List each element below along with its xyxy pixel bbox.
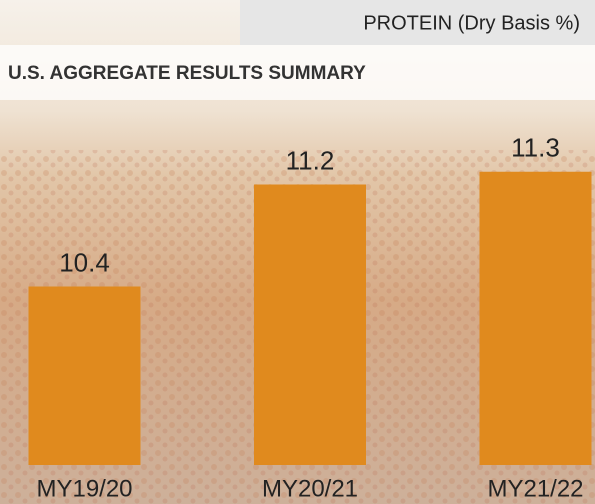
value-label: 11.3: [511, 133, 560, 163]
x-tick-label: MY20/21: [262, 475, 358, 502]
bar: [29, 287, 141, 466]
chart-subtitle: U.S. AGGREGATE RESULTS SUMMARY: [8, 63, 366, 84]
bar: [480, 172, 592, 465]
chart: PROTEIN (Dry Basis %) U.S. AGGREGATE RES…: [0, 0, 595, 504]
x-tick-label: MY19/20: [36, 475, 132, 502]
chart-title: PROTEIN (Dry Basis %): [363, 12, 580, 34]
x-tick-label: MY21/22: [487, 475, 583, 502]
bar: [254, 185, 366, 466]
value-label: 10.4: [59, 247, 110, 277]
value-label: 11.2: [286, 145, 335, 175]
